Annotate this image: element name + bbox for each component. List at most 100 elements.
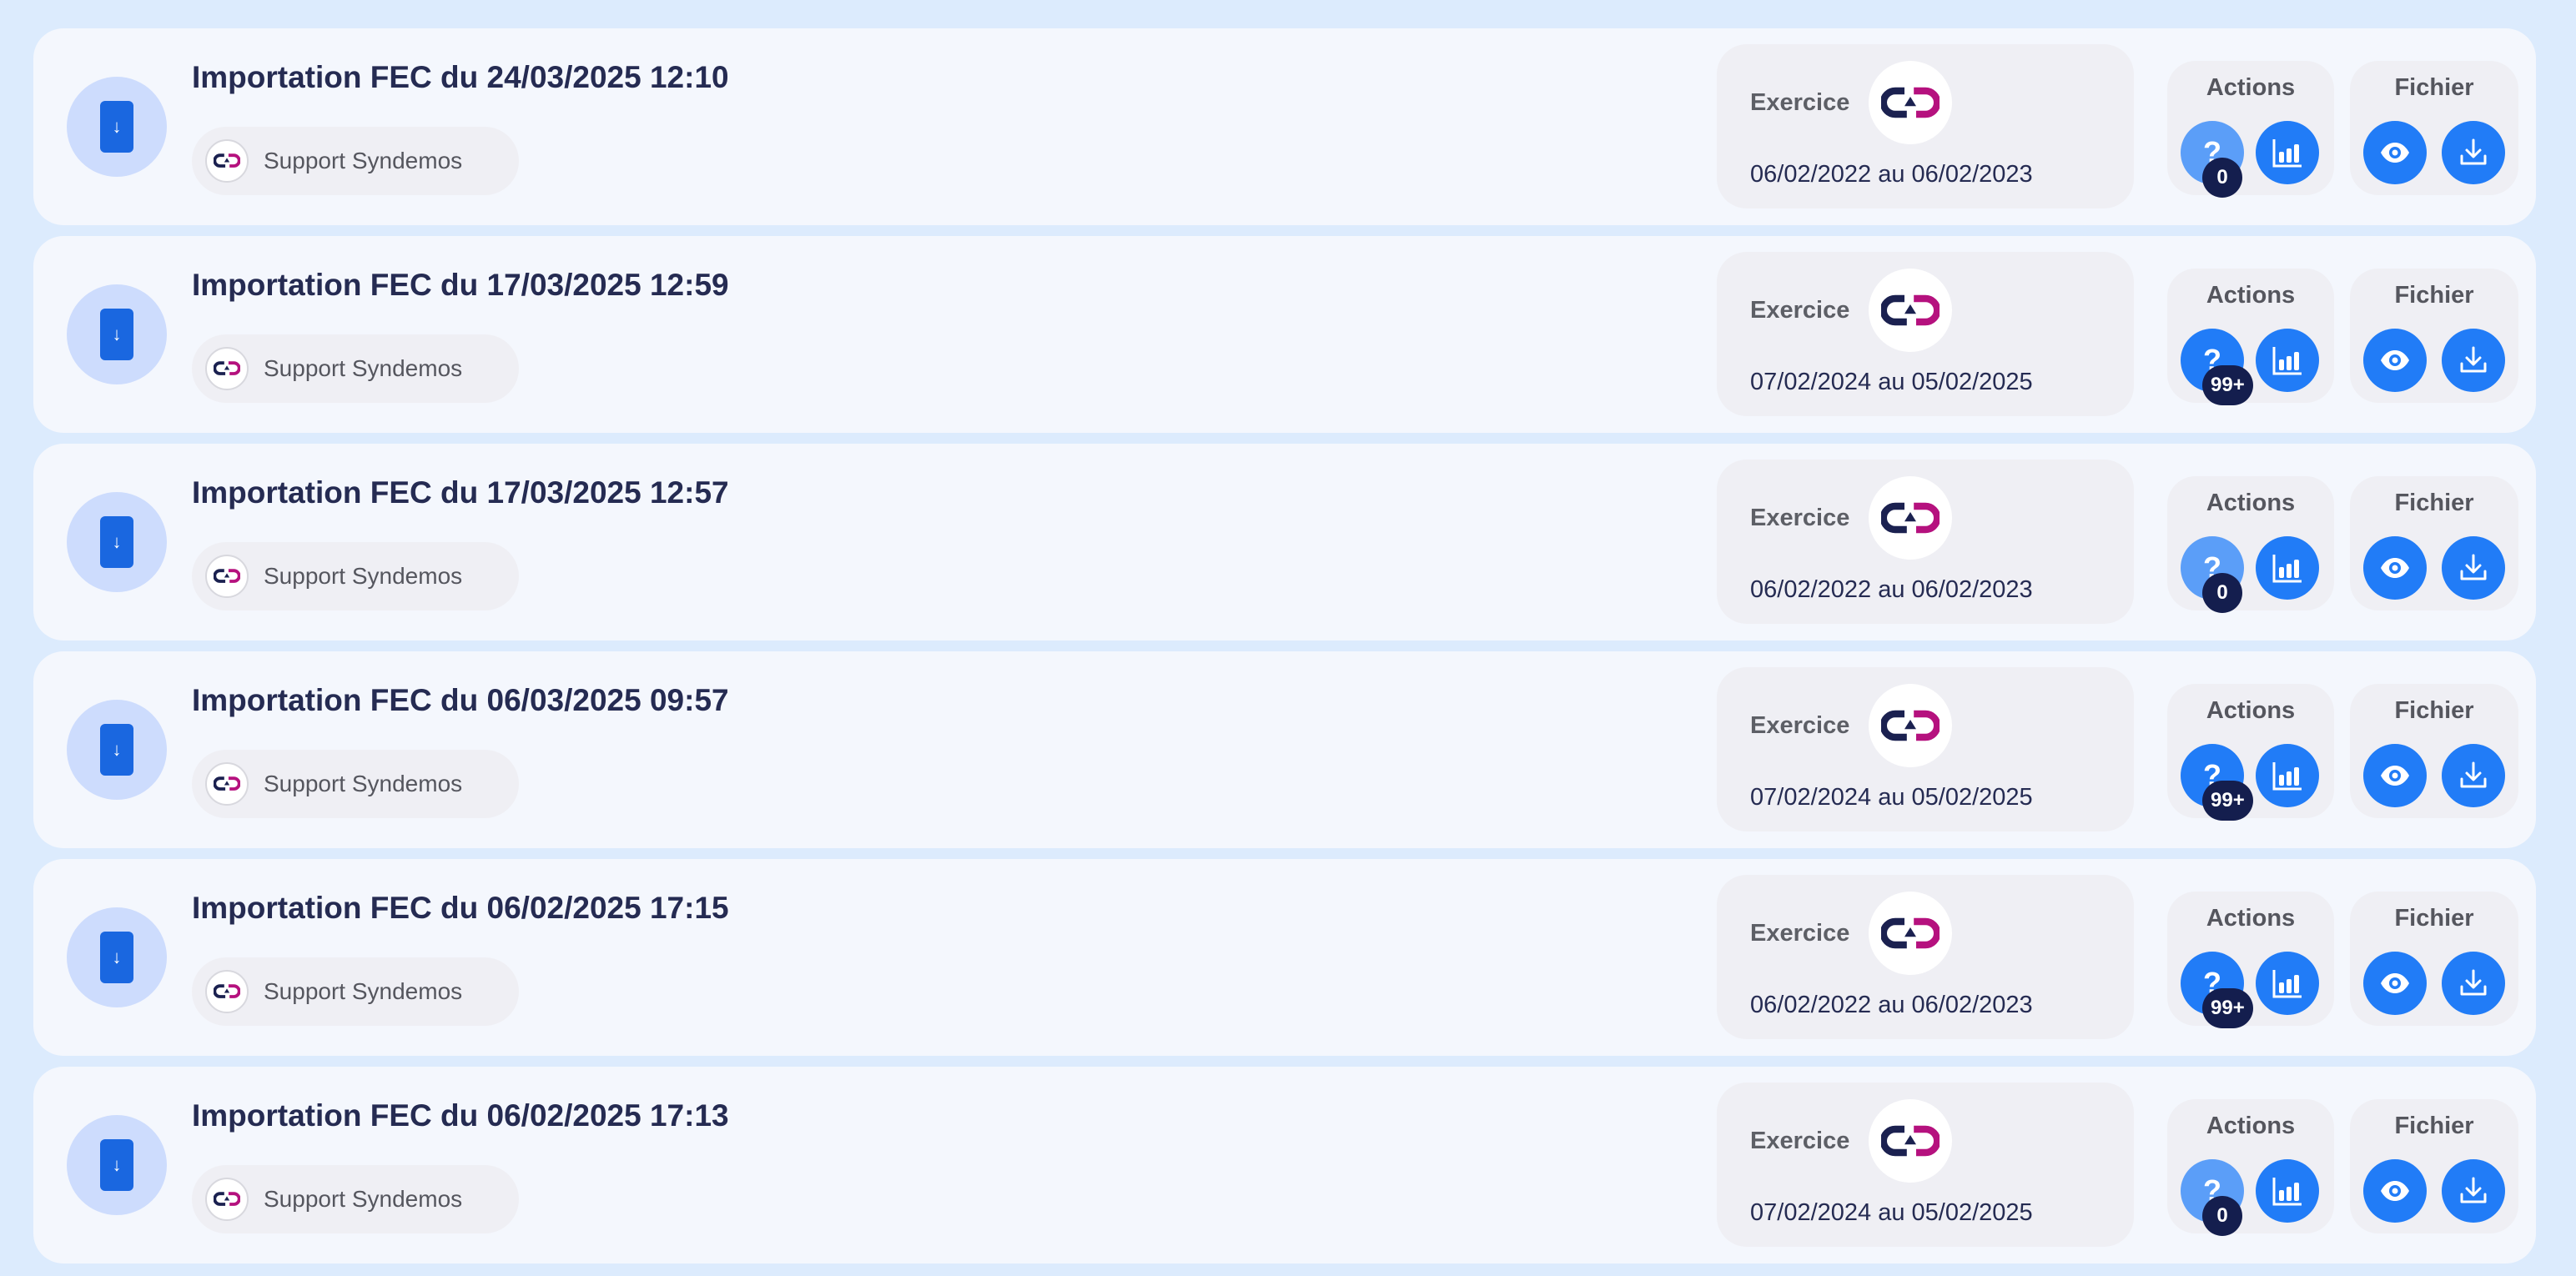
questions-count-badge: 99+ — [2202, 781, 2253, 821]
syndemos-logo-icon — [205, 970, 249, 1013]
import-title: Importation FEC du 17/03/2025 12:57 — [192, 475, 729, 510]
stats-button[interactable] — [2256, 536, 2319, 600]
stats-button[interactable] — [2256, 121, 2319, 184]
view-file-button[interactable] — [2363, 329, 2427, 392]
import-card: ↓ Importation FEC du 06/02/2025 17:13 Su… — [33, 1067, 2536, 1263]
exercice-label: Exercice — [1750, 920, 1850, 947]
exercice-panel: Exercice 07/02/2024 au 05/02/2025 — [1717, 667, 2134, 831]
exercice-dates: 06/02/2022 au 06/02/2023 — [1750, 161, 2033, 188]
exercice-dates: 07/02/2024 au 05/02/2025 — [1750, 784, 2033, 811]
actions-panel: Actions ? 0 — [2167, 476, 2334, 613]
exercice-label: Exercice — [1750, 89, 1850, 116]
import-file-icon: ↓ — [67, 700, 167, 800]
exercice-label: Exercice — [1750, 297, 1850, 324]
download-file-icon: ↓ — [100, 516, 133, 568]
exercice-label: Exercice — [1750, 505, 1850, 531]
user-name: Support Syndemos — [264, 563, 463, 589]
stats-button[interactable] — [2256, 1159, 2319, 1223]
eye-icon — [2381, 350, 2409, 370]
questions-count-badge: 0 — [2202, 158, 2242, 198]
actions-label: Actions — [2206, 74, 2296, 101]
bar-chart-icon — [2272, 347, 2302, 375]
exercice-label: Exercice — [1750, 1128, 1850, 1154]
actions-panel: Actions ? 99+ — [2167, 892, 2334, 1028]
actions-label: Actions — [2206, 697, 2296, 724]
view-file-button[interactable] — [2363, 1159, 2427, 1223]
view-file-button[interactable] — [2363, 536, 2427, 600]
import-title: Importation FEC du 06/02/2025 17:15 — [192, 891, 729, 925]
stats-button[interactable] — [2256, 952, 2319, 1015]
import-title: Importation FEC du 24/03/2025 12:10 — [192, 60, 729, 94]
bar-chart-icon — [2272, 1178, 2302, 1206]
eye-icon — [2381, 143, 2409, 163]
syndemos-logo-icon — [1869, 684, 1952, 767]
exercice-panel: Exercice 06/02/2022 au 06/02/2023 — [1717, 460, 2134, 624]
exercice-dates: 07/02/2024 au 05/02/2025 — [1750, 1199, 2033, 1226]
import-card: ↓ Importation FEC du 17/03/2025 12:59 Su… — [33, 236, 2536, 433]
exercice-panel: Exercice 06/02/2022 au 06/02/2023 — [1717, 44, 2134, 208]
view-file-button[interactable] — [2363, 744, 2427, 807]
bar-chart-icon — [2272, 762, 2302, 791]
syndemos-logo-icon — [205, 139, 249, 183]
view-file-button[interactable] — [2363, 121, 2427, 184]
user-name: Support Syndemos — [264, 771, 463, 796]
exercice-dates: 07/02/2024 au 05/02/2025 — [1750, 369, 2033, 395]
file-panel: Fichier — [2350, 476, 2518, 610]
syndemos-logo-icon — [205, 347, 249, 390]
download-icon — [2460, 346, 2487, 373]
exercice-label: Exercice — [1750, 712, 1850, 739]
user-chip: Support Syndemos — [192, 957, 519, 1026]
syndemos-logo-icon — [205, 762, 249, 806]
download-icon — [2460, 1177, 2487, 1203]
user-chip: Support Syndemos — [192, 542, 519, 610]
syndemos-logo-icon — [205, 1178, 249, 1221]
download-file-button[interactable] — [2442, 536, 2505, 600]
import-file-icon: ↓ — [67, 1115, 167, 1215]
exercice-dates: 06/02/2022 au 06/02/2023 — [1750, 992, 2033, 1018]
eye-icon — [2381, 973, 2409, 993]
download-file-icon: ↓ — [100, 309, 133, 360]
download-icon — [2460, 554, 2487, 580]
stats-button[interactable] — [2256, 744, 2319, 807]
import-card: ↓ Importation FEC du 24/03/2025 12:10 Su… — [33, 28, 2536, 225]
download-icon — [2460, 969, 2487, 996]
user-chip: Support Syndemos — [192, 1165, 519, 1233]
download-file-button[interactable] — [2442, 329, 2505, 392]
user-name: Support Syndemos — [264, 978, 463, 1004]
exercice-panel: Exercice 07/02/2024 au 05/02/2025 — [1717, 1083, 2134, 1247]
syndemos-logo-icon — [1869, 892, 1952, 975]
import-title: Importation FEC du 17/03/2025 12:59 — [192, 268, 729, 302]
user-chip: Support Syndemos — [192, 127, 519, 195]
import-file-icon: ↓ — [67, 284, 167, 384]
view-file-button[interactable] — [2363, 952, 2427, 1015]
import-title: Importation FEC du 06/03/2025 09:57 — [192, 683, 729, 717]
actions-label: Actions — [2206, 905, 2296, 932]
file-panel: Fichier — [2350, 269, 2518, 403]
bar-chart-icon — [2272, 555, 2302, 583]
user-chip: Support Syndemos — [192, 334, 519, 403]
questions-count-badge: 0 — [2202, 573, 2242, 613]
download-file-button[interactable] — [2442, 744, 2505, 807]
eye-icon — [2381, 558, 2409, 578]
user-chip: Support Syndemos — [192, 750, 519, 818]
download-file-icon: ↓ — [100, 1139, 133, 1191]
user-name: Support Syndemos — [264, 148, 463, 173]
exercice-panel: Exercice 06/02/2022 au 06/02/2023 — [1717, 875, 2134, 1039]
download-icon — [2460, 138, 2487, 165]
exercice-dates: 06/02/2022 au 06/02/2023 — [1750, 576, 2033, 603]
file-panel: Fichier — [2350, 1099, 2518, 1233]
download-file-button[interactable] — [2442, 121, 2505, 184]
exercice-panel: Exercice 07/02/2024 au 05/02/2025 — [1717, 252, 2134, 416]
download-file-button[interactable] — [2442, 1159, 2505, 1223]
actions-label: Actions — [2206, 490, 2296, 516]
download-file-icon: ↓ — [100, 101, 133, 153]
stats-button[interactable] — [2256, 329, 2319, 392]
file-label: Fichier — [2394, 74, 2474, 101]
download-file-button[interactable] — [2442, 952, 2505, 1015]
syndemos-logo-icon — [1869, 61, 1952, 144]
user-name: Support Syndemos — [264, 1186, 463, 1212]
actions-panel: Actions ? 99+ — [2167, 684, 2334, 821]
syndemos-logo-icon — [1869, 476, 1952, 560]
eye-icon — [2381, 766, 2409, 786]
file-label: Fichier — [2394, 490, 2474, 516]
